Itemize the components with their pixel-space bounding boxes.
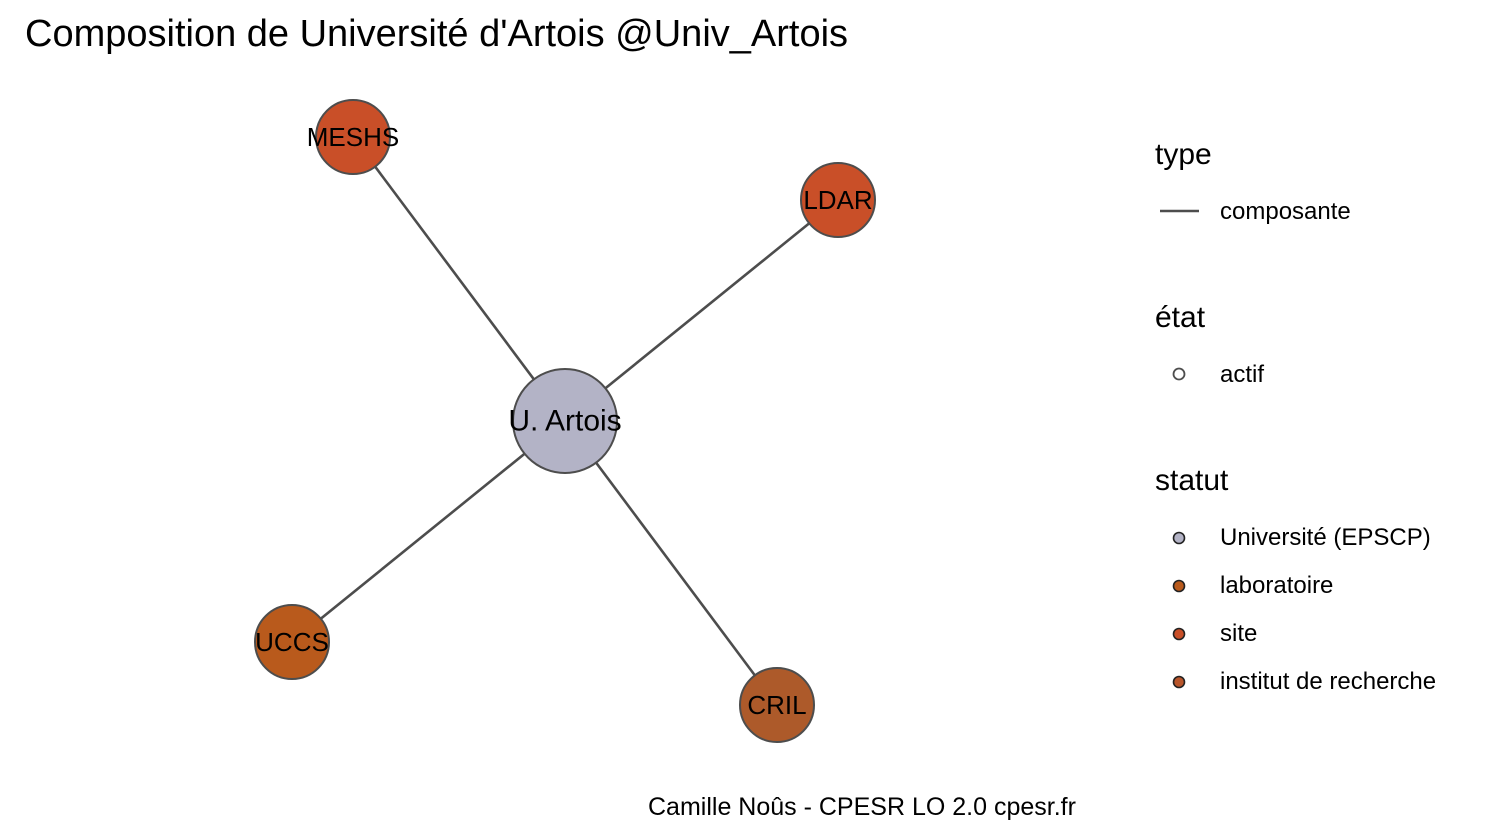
node-meshs (315, 99, 391, 175)
legend-key-site (1172, 627, 1186, 641)
legend-key-actif (1172, 367, 1186, 381)
nodes-layer: U. Artois MESHS LDAR UCCS CRIL (254, 99, 876, 743)
node-ldar (800, 162, 876, 238)
legend-statut-institut: institut de recherche (1220, 668, 1437, 695)
edges-layer (291, 136, 839, 706)
node-artois (512, 368, 618, 474)
node-uccs (254, 604, 330, 680)
legend-etat-title: état (1155, 301, 1206, 334)
legend-keys (1160, 209, 1199, 689)
edge-artois-cril (563, 420, 779, 706)
legend-key-universite (1172, 531, 1186, 545)
node-cril (739, 667, 815, 743)
legend-type-composante: composante (1220, 198, 1351, 225)
legend-statut-universite: Université (EPSCP) (1220, 524, 1431, 551)
edge-artois-ldar (564, 198, 839, 423)
legend-statut-laboratoire: laboratoire (1220, 572, 1334, 599)
node-label-uccs: UCCS (255, 627, 329, 657)
legend-key-laboratoire (1172, 579, 1186, 593)
edge-artois-uccs (291, 419, 566, 644)
node-label-meshs: MESHS (307, 122, 399, 152)
node-label-ldar: LDAR (803, 185, 872, 215)
node-label-cril: CRIL (747, 690, 806, 720)
legend-statut-site: site (1220, 620, 1258, 647)
chart-title: Composition de Université d'Artois @Univ… (25, 13, 849, 55)
legend-etat-actif: actif (1220, 361, 1265, 388)
node-label-artois: U. Artois (508, 405, 621, 438)
legend-key-institut (1172, 675, 1186, 689)
legend-statut-title: statut (1155, 464, 1229, 497)
caption: Camille Noûs - CPESR LO 2.0 cpesr.fr (648, 793, 1076, 821)
edge-artois-meshs (351, 136, 567, 422)
legend-type-title: type (1155, 138, 1212, 171)
